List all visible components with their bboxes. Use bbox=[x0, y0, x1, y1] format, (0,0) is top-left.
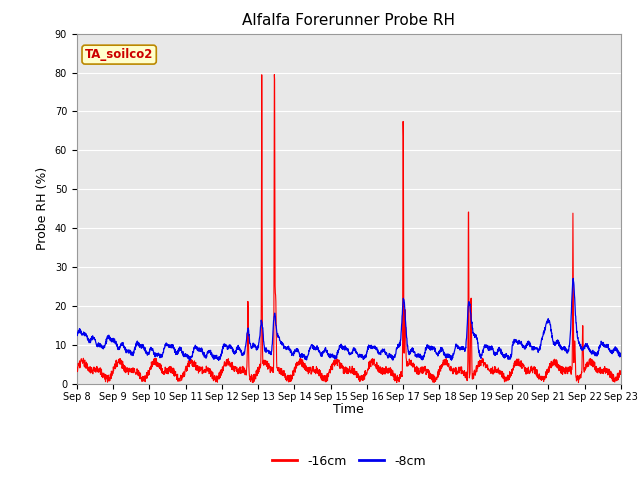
Legend: -16cm, -8cm: -16cm, -8cm bbox=[267, 450, 431, 473]
Text: TA_soilco2: TA_soilco2 bbox=[85, 48, 154, 61]
X-axis label: Time: Time bbox=[333, 403, 364, 416]
Title: Alfalfa Forerunner Probe RH: Alfalfa Forerunner Probe RH bbox=[243, 13, 455, 28]
Y-axis label: Probe RH (%): Probe RH (%) bbox=[36, 167, 49, 251]
